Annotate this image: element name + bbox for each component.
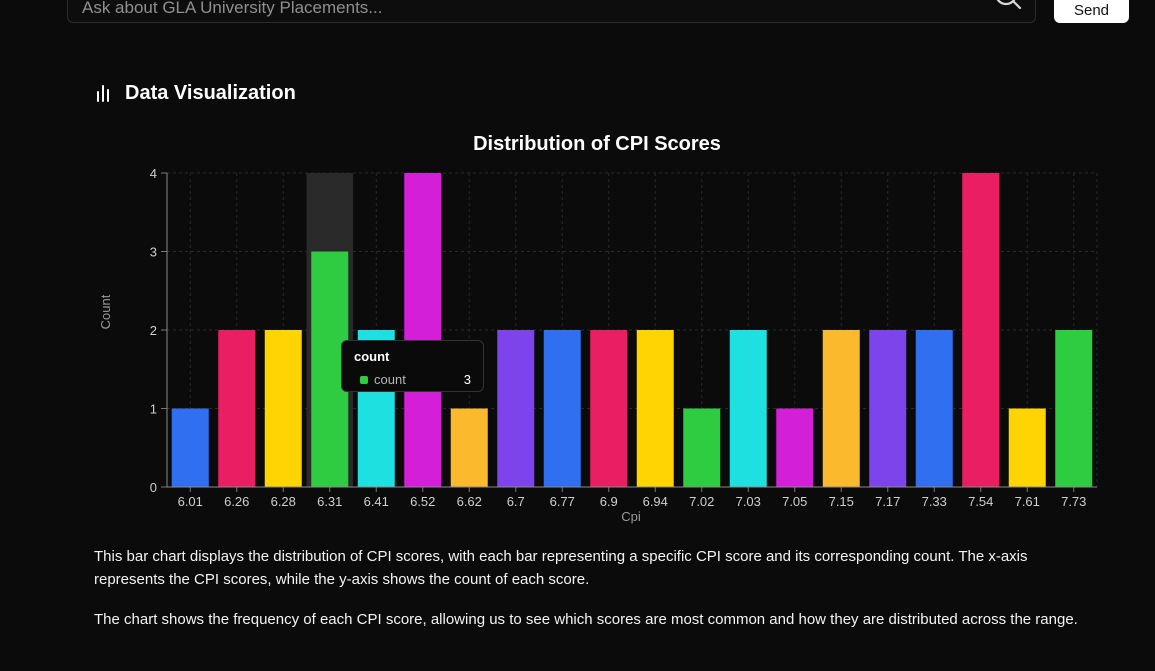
- tooltip-title: count: [354, 349, 390, 364]
- x-tick-label: 6.77: [550, 494, 575, 509]
- bar-7-02[interactable]: [683, 408, 721, 488]
- bar-7-15[interactable]: [822, 330, 860, 487]
- x-tick-label: 7.05: [782, 494, 807, 509]
- bar-6-52[interactable]: [404, 173, 442, 487]
- bar-6-28[interactable]: [264, 330, 302, 487]
- bars-layer: [171, 173, 1093, 488]
- bar-7-17[interactable]: [869, 330, 907, 487]
- x-tick-label: 7.02: [689, 494, 714, 509]
- y-tick-label: 1: [150, 402, 157, 417]
- x-axis-label: Cpi: [621, 509, 641, 524]
- x-tick-label: 6.62: [457, 494, 482, 509]
- tooltip-value: 3: [463, 372, 471, 387]
- bar-7-54[interactable]: [962, 173, 1000, 487]
- bar-7-05[interactable]: [776, 408, 814, 488]
- bar-7-61[interactable]: [1008, 408, 1046, 488]
- search-icon[interactable]: [993, 0, 1023, 17]
- bar-6-9[interactable]: [590, 330, 628, 487]
- cpi-bar-chart: Distribution of CPI Scores 0 1 2 3 4 6.01 6.26…: [98, 133, 1098, 524]
- x-tick-label: 6.31: [317, 494, 342, 509]
- send-button[interactable]: Send: [1054, 0, 1129, 23]
- x-tick-label: 7.73: [1061, 494, 1086, 509]
- axes-layer: 0 1 2 3 4 6.01 6.26 6.28 6.31 6.41 6.52 6.62 6.7 6.77…: [150, 166, 1097, 509]
- x-tick-label: 7.17: [875, 494, 900, 509]
- bar-6-62[interactable]: [450, 408, 488, 488]
- chart-description-paragraph: This bar chart displays the distribution…: [94, 548, 1028, 588]
- y-axis-label: Count: [98, 294, 113, 329]
- y-tick-label: 2: [150, 323, 157, 338]
- y-tick-label: 4: [150, 166, 157, 181]
- bar-7-73[interactable]: [1055, 330, 1093, 487]
- section-title: Data Visualization: [125, 81, 296, 104]
- x-tick-label: 6.94: [643, 494, 668, 509]
- bar-chart-icon: [97, 85, 109, 102]
- chart-title: Distribution of CPI Scores: [473, 133, 721, 155]
- bar-7-33[interactable]: [915, 330, 953, 487]
- x-tick-label: 7.61: [1015, 494, 1040, 509]
- search-bar: [67, 0, 1036, 23]
- x-tick-label: 6.7: [507, 494, 525, 509]
- x-tick-label: 7.33: [922, 494, 947, 509]
- y-tick-label: 0: [150, 480, 157, 495]
- tooltip-swatch: [360, 376, 368, 384]
- x-tick-label: 6.28: [271, 494, 296, 509]
- x-tick-label: 6.9: [600, 494, 618, 509]
- x-tick-label: 6.01: [178, 494, 203, 509]
- x-tick-label: 6.41: [364, 494, 389, 509]
- section-header: Data Visualization: [96, 80, 296, 106]
- bar-7-03[interactable]: [729, 330, 767, 487]
- bar-6-77[interactable]: [543, 330, 581, 487]
- x-tick-label: 7.54: [968, 494, 993, 509]
- x-tick-label: 6.52: [410, 494, 435, 509]
- bar-6-26[interactable]: [218, 330, 256, 487]
- bar-6-7[interactable]: [497, 330, 535, 487]
- x-tick-label: 7.15: [829, 494, 854, 509]
- chart-tooltip: count count 3: [341, 340, 484, 392]
- chart-summary-paragraph: The chart shows the frequency of each CP…: [94, 611, 1078, 628]
- y-tick-label: 3: [150, 245, 157, 260]
- bar-6-01[interactable]: [171, 408, 209, 488]
- tooltip-label: count: [374, 372, 406, 387]
- bar-6-94[interactable]: [636, 330, 674, 487]
- search-input[interactable]: [82, 0, 962, 19]
- x-tick-label: 6.26: [224, 494, 249, 509]
- x-tick-label: 7.03: [736, 494, 761, 509]
